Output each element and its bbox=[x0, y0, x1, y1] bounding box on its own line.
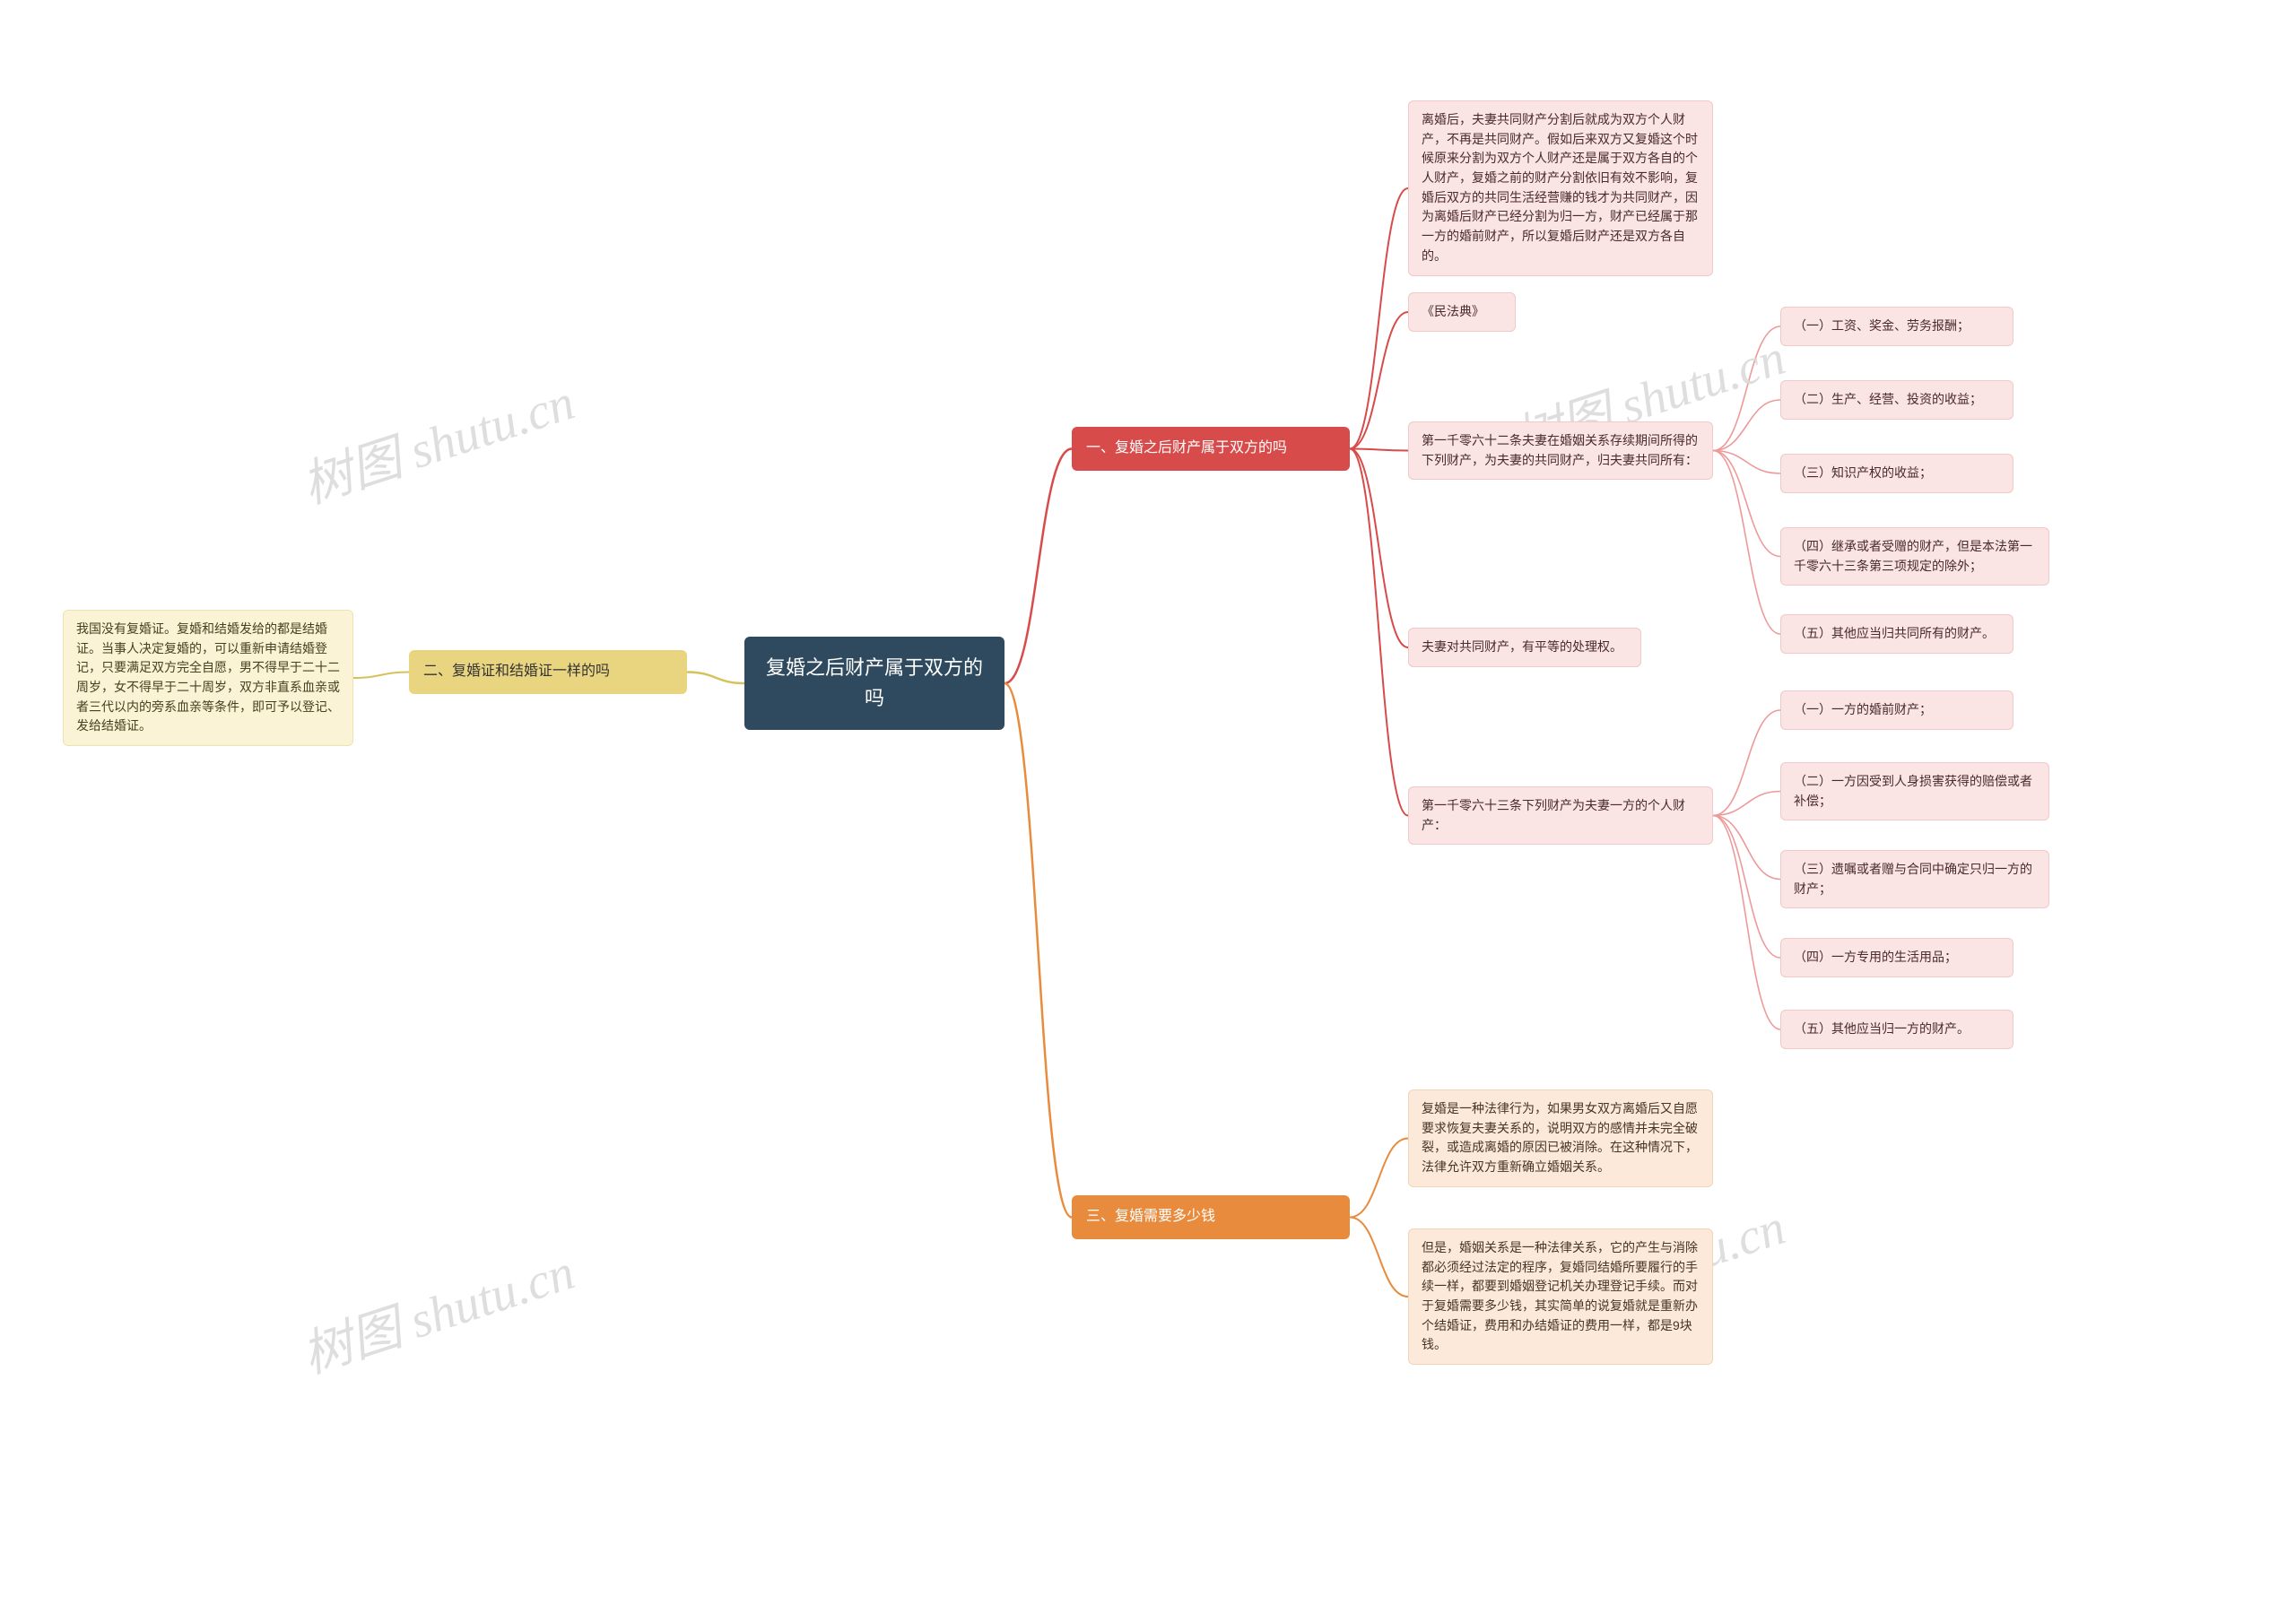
b1-n5-c1: （一）一方的婚前财产； bbox=[1780, 690, 2013, 730]
b2-leaf-1: 我国没有复婚证。复婚和结婚发给的都是结婚证。当事人决定复婚的，可以重新申请结婚登… bbox=[63, 610, 353, 746]
branch-2: 二、复婚证和结婚证一样的吗 bbox=[409, 650, 687, 694]
b1-n3-c4: （四）继承或者受赠的财产，但是本法第一千零六十三条第三项规定的除外； bbox=[1780, 527, 2049, 586]
b1-n3-c1: （一）工资、奖金、劳务报酬； bbox=[1780, 307, 2013, 346]
branch-3-title: 三、复婚需要多少钱 bbox=[1086, 1209, 1215, 1224]
b1-leaf-3: 第一千零六十二条夫妻在婚姻关系存续期间所得的下列财产，为夫妻的共同财产，归夫妻共… bbox=[1408, 421, 1713, 480]
root-node: 复婚之后财产属于双方的吗 bbox=[744, 637, 1004, 730]
b1-leaf-4: 夫妻对共同财产，有平等的处理权。 bbox=[1408, 628, 1641, 667]
branch-1-title: 一、复婚之后财产属于双方的吗 bbox=[1086, 440, 1287, 456]
b1-leaf-2: 《民法典》 bbox=[1408, 292, 1516, 332]
b1-n5-c4: （四）一方专用的生活用品； bbox=[1780, 938, 2013, 977]
b1-n3-c2: （二）生产、经营、投资的收益； bbox=[1780, 380, 2013, 420]
b1-leaf-1: 离婚后，夫妻共同财产分割后就成为双方个人财产，不再是共同财产。假如后来双方又复婚… bbox=[1408, 100, 1713, 276]
root-text: 复婚之后财产属于双方的吗 bbox=[766, 656, 983, 709]
b1-n3-c3: （三）知识产权的收益； bbox=[1780, 454, 2013, 493]
b1-leaf-5: 第一千零六十三条下列财产为夫妻一方的个人财产： bbox=[1408, 786, 1713, 845]
b1-n3-c5: （五）其他应当归共同所有的财产。 bbox=[1780, 614, 2013, 654]
b3-leaf-2: 但是，婚姻关系是一种法律关系，它的产生与消除都必须经过法定的程序，复婚同结婚所要… bbox=[1408, 1228, 1713, 1365]
b1-n5-c2: （二）一方因受到人身损害获得的赔偿或者补偿； bbox=[1780, 762, 2049, 820]
branch-1: 一、复婚之后财产属于双方的吗 bbox=[1072, 427, 1350, 471]
b1-n5-c5: （五）其他应当归一方的财产。 bbox=[1780, 1010, 2013, 1049]
b3-leaf-1: 复婚是一种法律行为，如果男女双方离婚后又自愿要求恢复夫妻关系的，说明双方的感情并… bbox=[1408, 1089, 1713, 1187]
branch-2-title: 二、复婚证和结婚证一样的吗 bbox=[423, 664, 610, 679]
branch-3: 三、复婚需要多少钱 bbox=[1072, 1195, 1350, 1239]
b1-n5-c3: （三）遗嘱或者赠与合同中确定只归一方的财产； bbox=[1780, 850, 2049, 908]
